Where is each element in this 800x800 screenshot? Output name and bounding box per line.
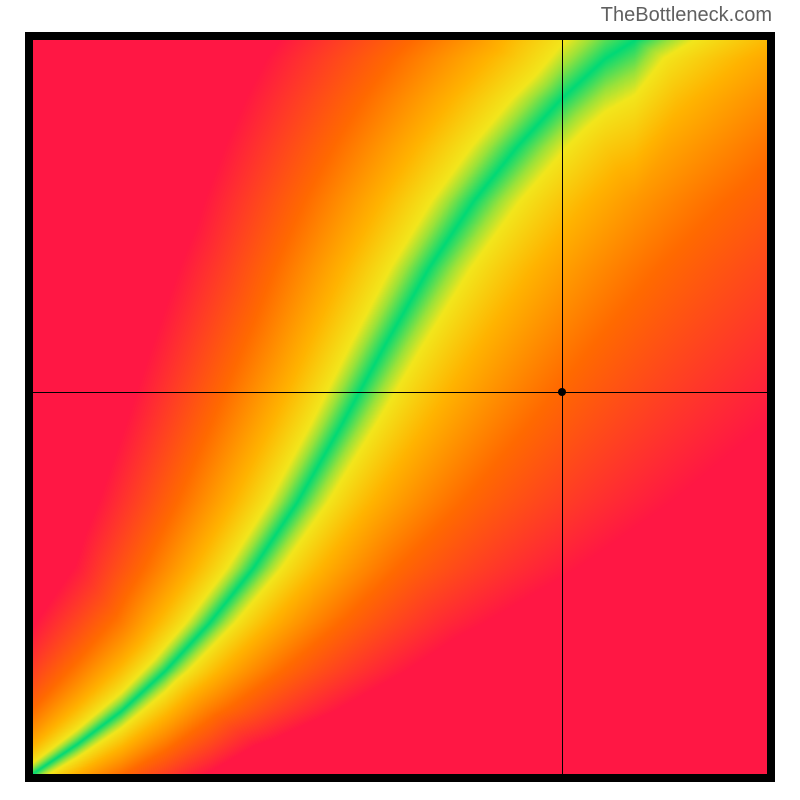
attribution-text: TheBottleneck.com [601,4,772,27]
heatmap-canvas [33,40,767,774]
crosshair-horizontal [33,392,767,393]
plot-area [25,32,775,782]
chart-container: TheBottleneck.com [0,0,800,800]
marker-dot [558,388,566,396]
crosshair-vertical [562,40,563,774]
